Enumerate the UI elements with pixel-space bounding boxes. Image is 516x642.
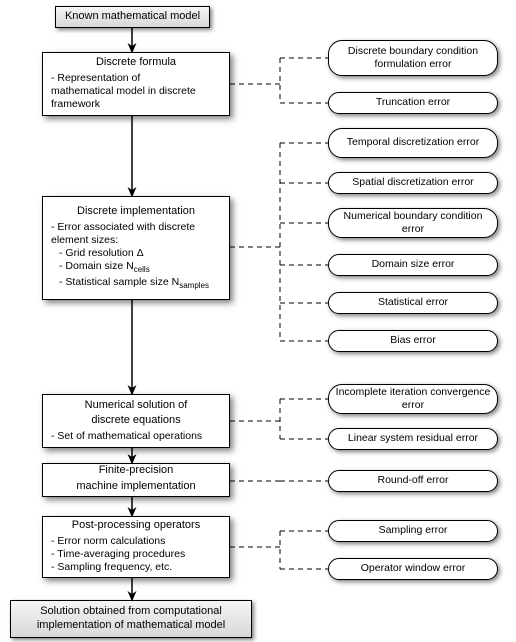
- error-text: Domain size error: [372, 258, 455, 271]
- error-text: Operator window error: [361, 562, 465, 575]
- process-line: - Error norm calculations: [51, 535, 221, 548]
- error-e7: Statistical error: [328, 292, 498, 314]
- error-text: Spatial discretization error: [352, 176, 473, 189]
- error-e11: Round-off error: [328, 470, 498, 492]
- terminal-end: Solution obtained from computational imp…: [10, 600, 252, 638]
- process-p1: Discrete formula - Representation of math…: [42, 52, 230, 116]
- process-subline: - Statistical sample size Nsamples: [51, 276, 221, 291]
- error-e4: Spatial discretization error: [328, 172, 498, 194]
- process-p4: Finite-precision machine implementation: [42, 463, 230, 497]
- terminal-start: Known mathematical model: [55, 6, 210, 28]
- error-e10: Linear system residual error: [328, 428, 498, 450]
- process-line: - Representation of: [51, 72, 221, 85]
- error-e2: Truncation error: [328, 92, 498, 114]
- error-e9: Incomplete iteration convergence error: [328, 384, 498, 414]
- error-text: Sampling error: [379, 524, 448, 537]
- error-text: Statistical error: [378, 296, 448, 309]
- error-text: Discrete boundary condition formulation …: [335, 45, 491, 71]
- error-e1: Discrete boundary condition formulation …: [328, 40, 498, 76]
- process-title: Discrete implementation: [51, 205, 221, 219]
- process-title: Finite-precision: [51, 464, 221, 478]
- error-text: Round-off error: [377, 474, 448, 487]
- error-text: Incomplete iteration convergence error: [335, 386, 491, 412]
- process-p2: Discrete implementation - Error associate…: [42, 196, 230, 300]
- process-p3: Numerical solution ofdiscrete equations -…: [42, 394, 230, 448]
- error-text: Truncation error: [376, 96, 450, 109]
- process-title2: machine implementation: [51, 480, 221, 494]
- terminal-end-text: Solution obtained from computational imp…: [19, 605, 243, 633]
- process-line: - Set of mathematical operations: [51, 430, 221, 443]
- process-line: framework: [51, 98, 221, 111]
- process-subline: - Grid resolution Δ: [51, 247, 221, 260]
- process-line: element sizes:: [51, 234, 221, 247]
- process-line: - Sampling frequency, etc.: [51, 561, 221, 574]
- process-title: Post-processing operators: [51, 519, 221, 533]
- process-title2: discrete equations: [51, 414, 221, 428]
- error-text: Linear system residual error: [348, 432, 478, 445]
- error-text: Numerical boundary condition error: [335, 210, 491, 236]
- process-title: Numerical solution of: [51, 399, 221, 413]
- process-p5: Post-processing operators - Error norm ca…: [42, 516, 230, 578]
- process-title: Discrete formula: [51, 56, 221, 70]
- error-e3: Temporal discretization error: [328, 128, 498, 158]
- terminal-start-text: Known mathematical model: [64, 10, 201, 24]
- process-line: - Time-averaging procedures: [51, 548, 221, 561]
- error-e13: Operator window error: [328, 558, 498, 580]
- error-text: Bias error: [390, 334, 436, 347]
- process-line: - Error associated with discrete: [51, 221, 221, 234]
- error-e12: Sampling error: [328, 520, 498, 542]
- error-text: Temporal discretization error: [347, 136, 479, 149]
- error-e5: Numerical boundary condition error: [328, 208, 498, 238]
- process-subline: - Domain size Ncells: [51, 260, 221, 275]
- error-e6: Domain size error: [328, 254, 498, 276]
- error-e8: Bias error: [328, 330, 498, 352]
- process-line: mathematical model in discrete: [51, 85, 221, 98]
